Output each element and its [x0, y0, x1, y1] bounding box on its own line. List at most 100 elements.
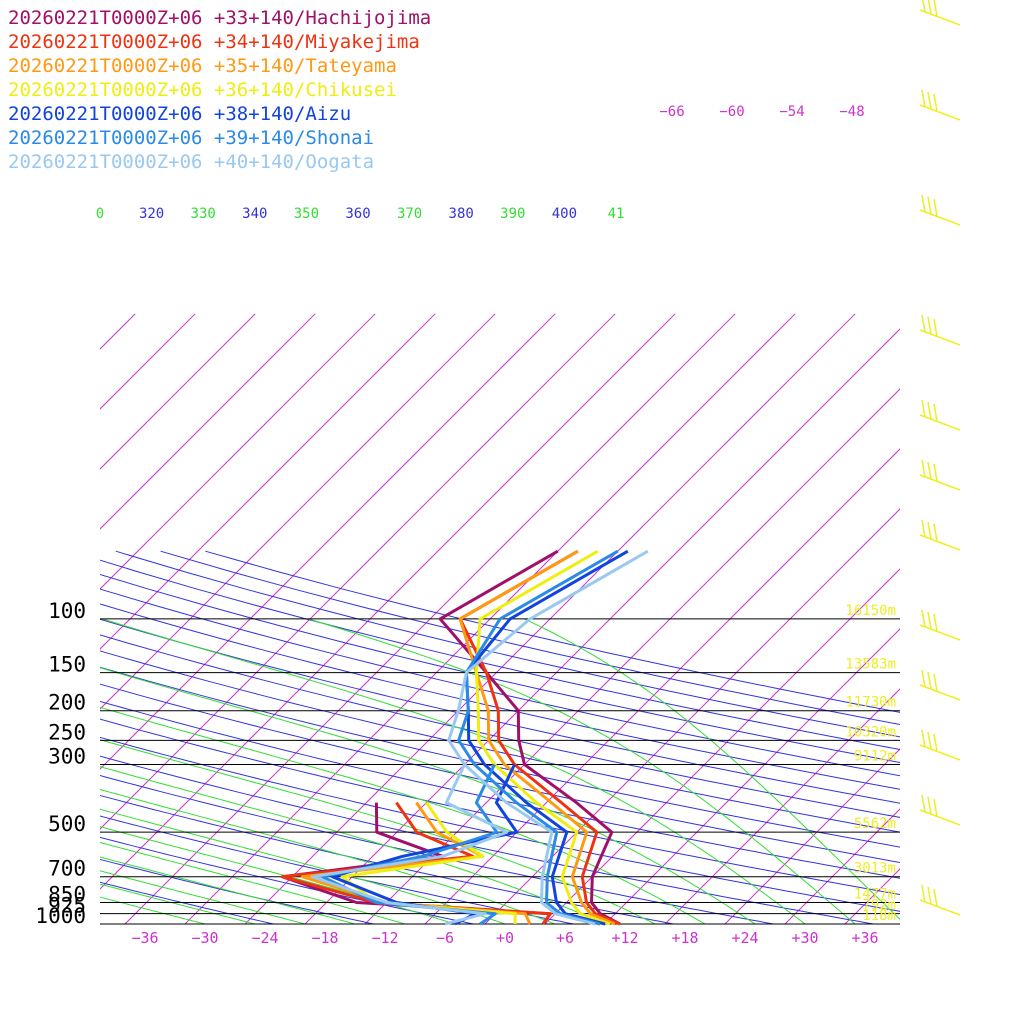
theta-label: 390 [500, 206, 525, 222]
dry-adiabat-line [100, 666, 900, 848]
dry-adiabat-line [100, 815, 577, 924]
temperature-tick-label: −30 [191, 929, 218, 947]
dewpoint-profile [280, 801, 552, 925]
isotherm-line [724, 748, 900, 924]
temperature-tick-label: −6 [436, 929, 454, 947]
height-label: 5562m [854, 816, 896, 832]
isotherm-top-label: −66 [659, 104, 684, 120]
temperature-profile [447, 549, 649, 926]
dewpoint-profile [300, 801, 532, 925]
pressure-label: 150 [48, 653, 86, 677]
temperature-profile [457, 549, 619, 926]
temperature-tick-label: +0 [496, 929, 514, 947]
theta-label: 380 [449, 206, 474, 222]
pressure-label: 500 [48, 812, 86, 836]
height-label: 792m [862, 898, 896, 914]
isotherm-line [784, 808, 900, 924]
pressure-label: 250 [48, 720, 86, 744]
temperature-tick-label: −36 [131, 929, 158, 947]
wind-barb [919, 399, 961, 431]
theta-label: 320 [139, 206, 164, 222]
dry-adiabat-line [100, 559, 900, 751]
theta-label: 400 [552, 206, 577, 222]
temperature-tick-label: +18 [671, 929, 698, 947]
wind-barb [919, 519, 961, 551]
isotherm-line [100, 313, 316, 530]
isotherm-line [100, 313, 376, 590]
isotherm-line [604, 628, 900, 924]
wind-barb [919, 669, 961, 701]
wind-barb [919, 794, 961, 826]
legend-entry: 20260221T0000Z+06 +34+140/Miyakejima [8, 31, 420, 53]
height-label: 13583m [845, 657, 896, 673]
temperature-tick-label: +12 [611, 929, 638, 947]
dewpoint-profile [340, 801, 517, 925]
theta-label: 350 [294, 206, 319, 222]
pressure-label: 200 [48, 691, 86, 715]
wind-barb [919, 729, 961, 761]
pressure-label: 925 [48, 894, 86, 918]
height-label: 1477m [854, 886, 896, 902]
height-label: 11730m [845, 695, 896, 711]
theta-labels: 0 320 330 340 350 360 370 380 390 400 41 [96, 206, 625, 222]
temperature-tick-labels: −36 −30 −24 −18 −12 −6 +0 +6 +12 +18 +24 +30 +36 [131, 929, 878, 947]
pressure-label: 1000 [35, 904, 86, 928]
dry-adiabat-line [100, 881, 276, 924]
wind-barb [919, 89, 961, 121]
theta-label: 340 [242, 206, 267, 222]
dry-adiabat-line [100, 588, 900, 777]
wind-barb [919, 609, 961, 641]
height-label: 9112m [854, 748, 896, 764]
pressure-label: 700 [48, 857, 86, 881]
height-label: 118m [862, 908, 896, 924]
legend-entry: 20260221T0000Z+06 +39+140/Shonai [8, 127, 374, 149]
legend-entry: 20260221T0000Z+06 +33+140/Hachijojima [8, 7, 431, 29]
temperature-profile [458, 549, 621, 926]
legend-entry: 20260221T0000Z+06 +36+140/Chikusei [8, 79, 397, 101]
temperature-tick-label: −18 [311, 929, 338, 947]
wind-barbs [919, 0, 961, 916]
pressure-label: 300 [48, 744, 86, 768]
dry-adiabat-line [100, 573, 900, 764]
dry-adiabat-line [100, 603, 900, 790]
dry-adiabat-line [100, 858, 376, 924]
pressure-lines [100, 618, 900, 925]
height-label: 3013m [854, 861, 896, 877]
isotherm-top-labels: −66 −60 −54 −48 [659, 104, 864, 120]
wind-barb [919, 194, 961, 226]
legend: 20260221T0000Z+06 +33+140/Hachijojima202… [8, 7, 431, 173]
height-labels: 16150m 13583m 11730m 10320m 9112m 5562m 3013m 1… [845, 603, 896, 924]
temperature-tick-label: +30 [791, 929, 818, 947]
theta-label: 41 [608, 206, 625, 222]
pressure-label: 100 [48, 599, 86, 623]
isotherm-top-label: −54 [779, 104, 804, 120]
isotherm-top-label: −48 [839, 104, 864, 120]
dry-adiabat-line [100, 718, 900, 896]
theta-label: 370 [397, 206, 422, 222]
dry-adiabat-line [100, 736, 900, 912]
legend-entry: 20260221T0000Z+06 +38+140/Aizu [8, 103, 351, 125]
wind-barb [919, 314, 961, 346]
wind-barb [919, 459, 961, 491]
pressure-label: 850 [48, 882, 86, 906]
wind-barb [919, 0, 961, 26]
temperature-tick-label: −12 [371, 929, 398, 947]
temperature-tick-label: +24 [731, 929, 758, 947]
dewpoint-profile [310, 763, 509, 926]
sounding-profiles [280, 549, 649, 926]
theta-label: 330 [191, 206, 216, 222]
temperature-tick-label: +6 [556, 929, 574, 947]
dry-adiabat-line [100, 650, 900, 833]
dry-adiabat-line [100, 700, 900, 879]
theta-label: 0 [96, 206, 104, 222]
wind-barb [919, 884, 961, 916]
height-label: 10320m [845, 724, 896, 740]
temperature-tick-label: +36 [851, 929, 878, 947]
dry-adiabat-line [115, 550, 900, 738]
temperature-tick-label: −24 [251, 929, 278, 947]
dry-adiabat-line [100, 683, 900, 863]
theta-label: 360 [345, 206, 370, 222]
